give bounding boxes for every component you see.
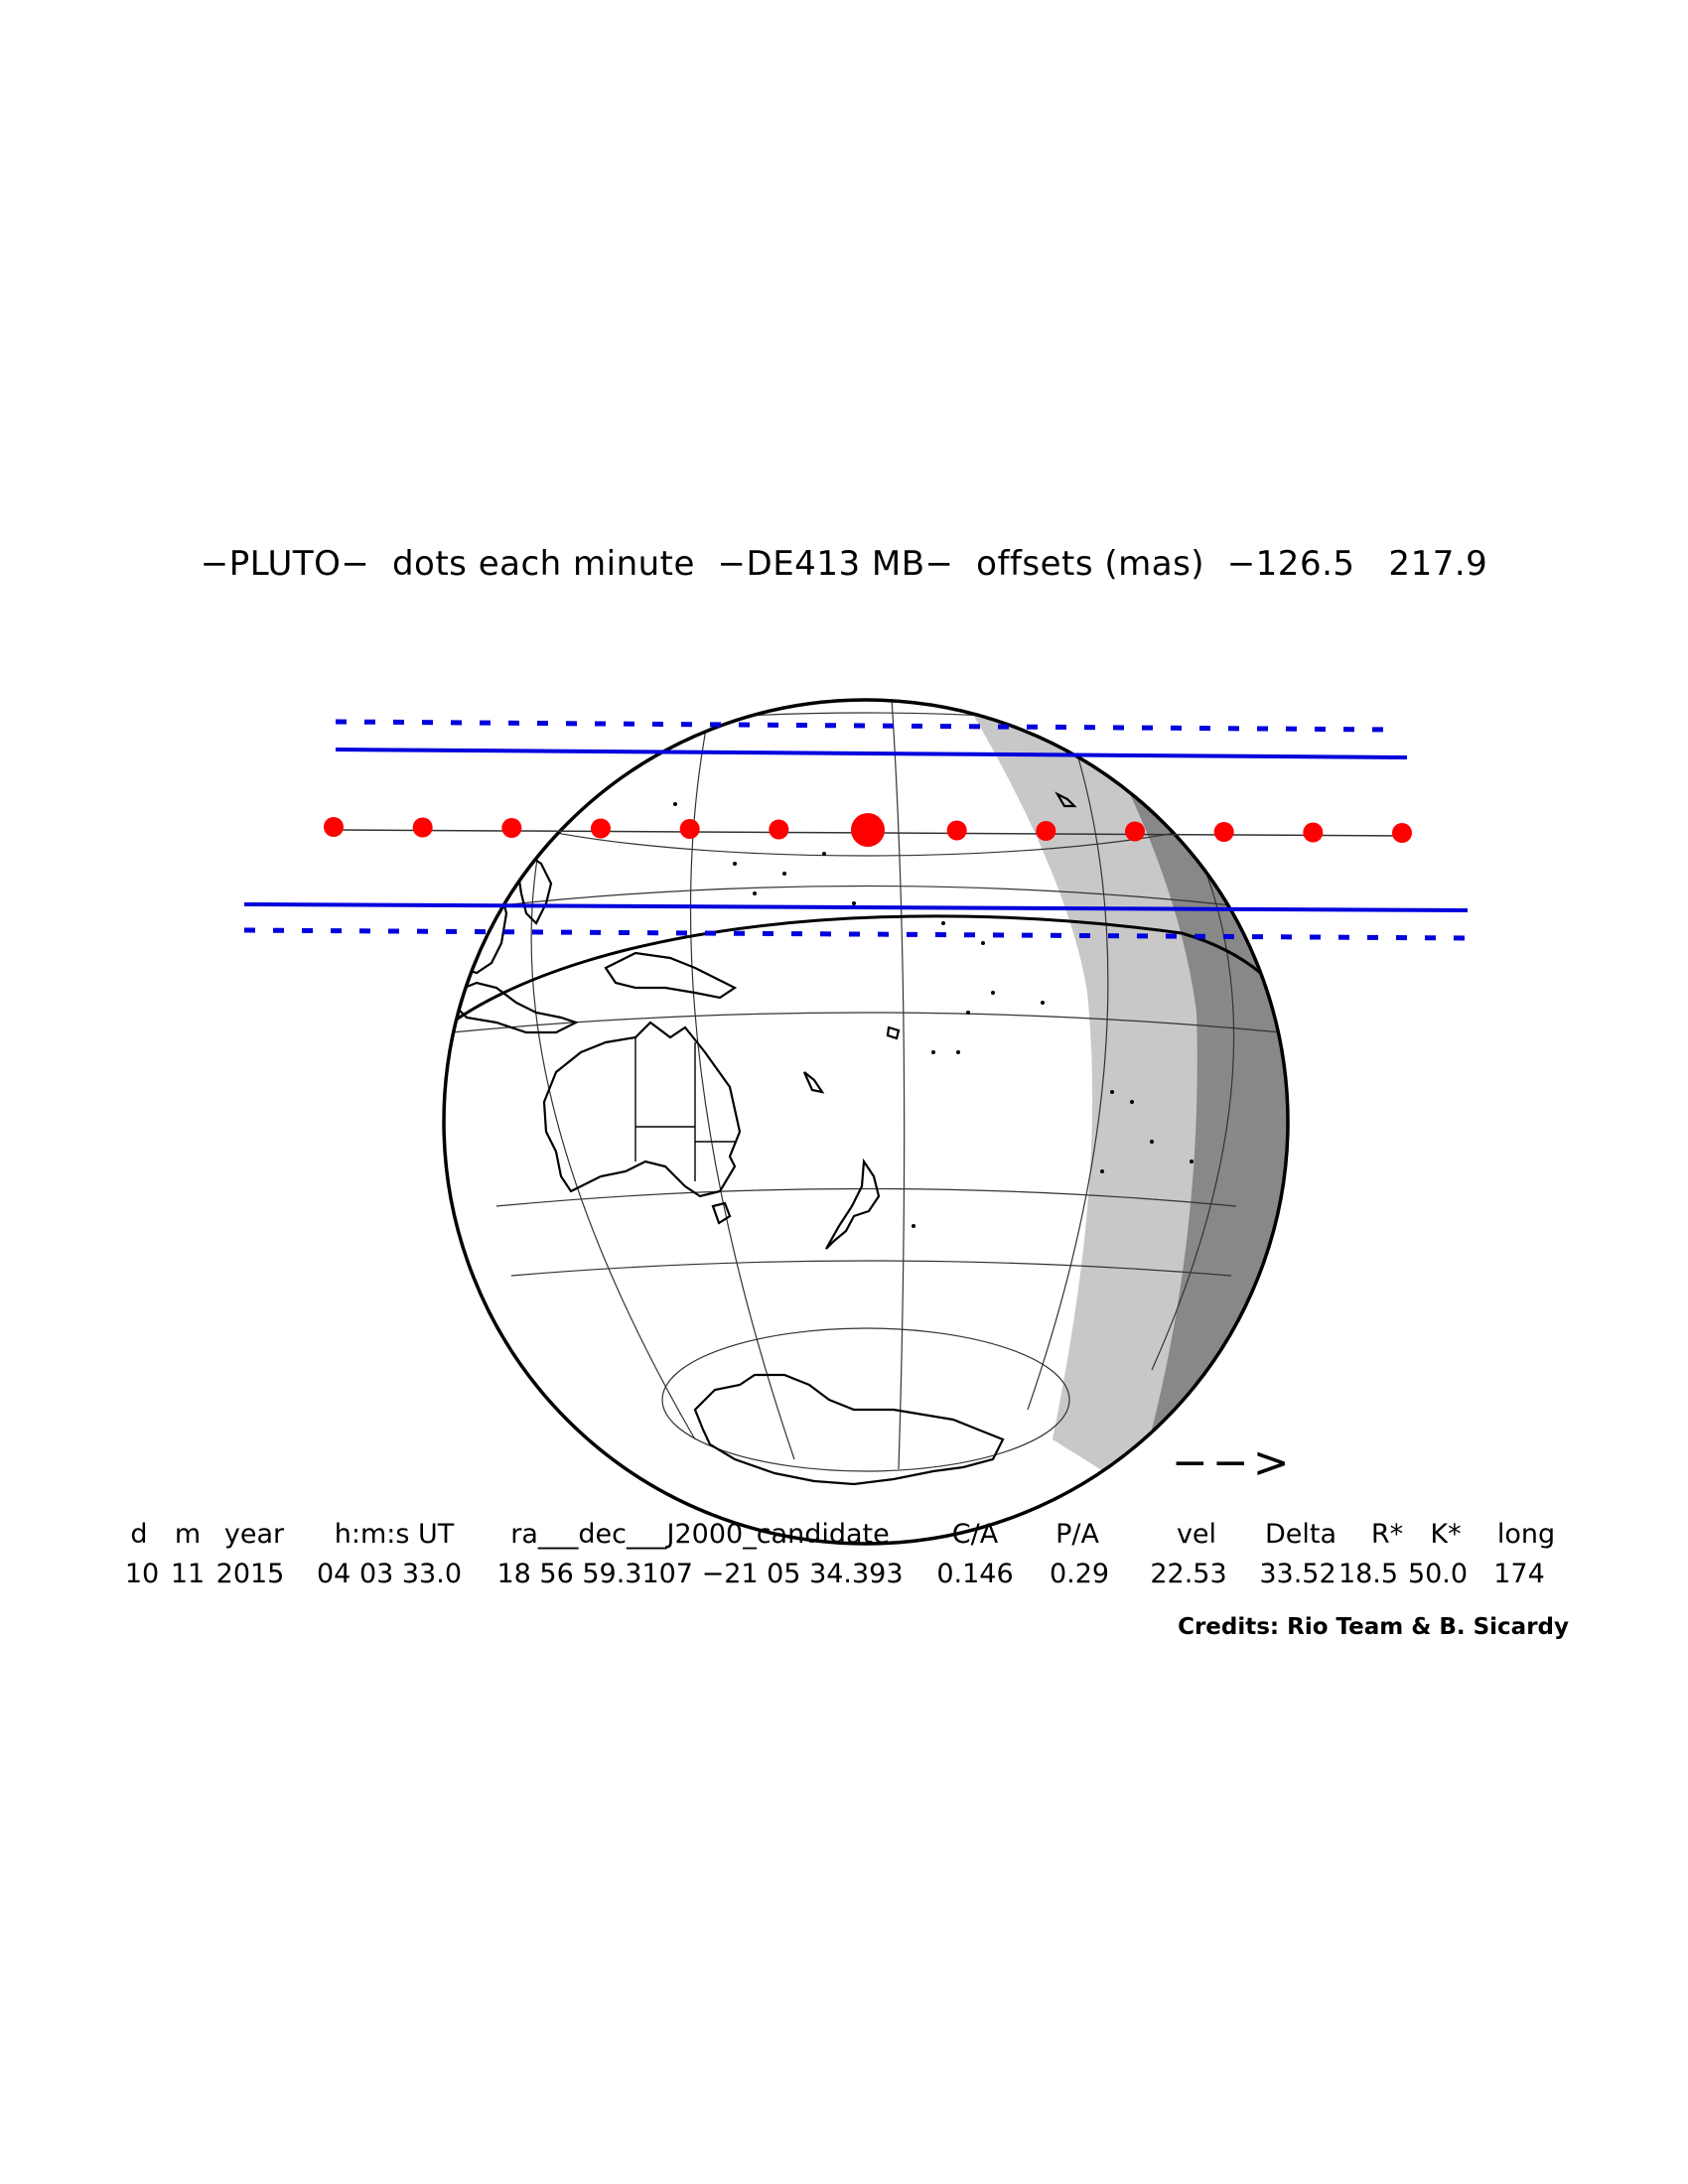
minute-dot <box>1125 821 1145 842</box>
north-limit-solid <box>335 748 1408 759</box>
value-long: 174 <box>1493 1559 1545 1589</box>
map-title: −PLUTO− dots each minute −DE413 MB− offs… <box>200 544 1488 584</box>
south-limit-solid <box>243 902 1469 912</box>
fiji-coast <box>886 1025 901 1040</box>
header-hms-ut: h:m:s UT <box>334 1519 455 1550</box>
value-delta: 33.52 <box>1259 1559 1336 1589</box>
value-vel: 22.53 <box>1150 1559 1227 1589</box>
minute-dot <box>591 818 611 839</box>
value-r-star: 18.5 <box>1337 1559 1399 1589</box>
closest-approach-dot <box>851 813 885 847</box>
header-k-star: K* <box>1430 1519 1462 1550</box>
value-k-star: 50.0 <box>1407 1559 1469 1589</box>
minute-dot <box>1213 822 1234 842</box>
australia-coast <box>542 1021 742 1198</box>
track-dots <box>324 813 1412 847</box>
tasmania-coast <box>711 1201 732 1225</box>
north-limit-dotted <box>335 719 1396 733</box>
value-hms-ut: 04 03 33.0 <box>317 1559 462 1589</box>
header-ca: C/A <box>951 1519 999 1550</box>
indonesia-coast <box>450 981 579 1034</box>
antarctica-coast <box>693 1373 1005 1486</box>
header-ra-dec: ra___dec___J2000_candidate <box>510 1519 890 1550</box>
header-m: m <box>174 1519 202 1550</box>
header-long: long <box>1496 1519 1556 1550</box>
value-d: 10 <box>124 1559 160 1589</box>
minute-dot <box>1036 821 1056 841</box>
minute-dot <box>501 818 522 838</box>
minute-dot <box>946 820 967 841</box>
shadow-path <box>243 719 1469 941</box>
header-r-star: R* <box>1370 1519 1404 1550</box>
graticule <box>444 700 1288 1472</box>
new-guinea-coast <box>604 951 738 1000</box>
value-pa: 0.29 <box>1049 1559 1110 1589</box>
australia-state-borders <box>634 1037 735 1181</box>
header-year: year <box>223 1519 285 1550</box>
minute-dot <box>1303 822 1324 843</box>
hawaii-coast <box>1055 791 1077 808</box>
value-m: 11 <box>170 1559 206 1589</box>
value-year: 2015 <box>215 1559 285 1589</box>
globe-limb <box>442 698 1290 1546</box>
minute-dot <box>412 817 433 838</box>
south-limit-dotted <box>243 927 1469 941</box>
minute-dot <box>324 817 344 837</box>
direction-arrow: −−> <box>1172 1437 1294 1488</box>
header-pa: P/A <box>1055 1519 1099 1550</box>
value-ra-dec: 18 56 59.3107 −21 05 34.393 <box>496 1559 904 1589</box>
header-vel: vel <box>1176 1519 1217 1550</box>
minute-dot <box>1392 823 1412 843</box>
credits: Credits: Rio Team & B. Sicardy <box>1178 1614 1569 1640</box>
minute-dot <box>769 819 789 840</box>
new-zealand-coast <box>825 1158 881 1250</box>
minute-dot <box>679 819 700 839</box>
header-d: d <box>130 1519 148 1550</box>
value-ca: 0.146 <box>936 1559 1014 1589</box>
header-delta: Delta <box>1264 1519 1337 1550</box>
new-caledonia-coast <box>802 1071 825 1094</box>
